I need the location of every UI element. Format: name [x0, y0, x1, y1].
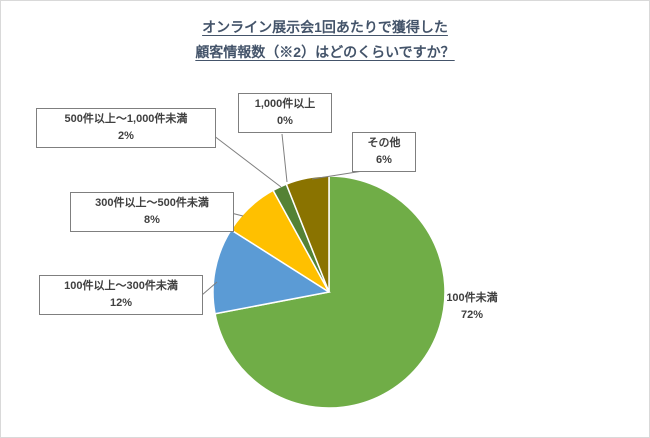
label-1000plus-name: 1,000件以上 — [254, 98, 316, 110]
label-1000plus: 1,000件以上 0% — [238, 93, 332, 133]
chart-title: オンライン展示会1回あたりで獲得した 顧客情報数（※2）はどのくらいですか？ — [1, 15, 649, 65]
leader-line-1000plus — [281, 133, 288, 183]
label-other: その他 6% — [352, 132, 416, 172]
label-100-300: 100件以上～300件未満 12% — [39, 275, 203, 315]
label-under-100-pct: 72% — [460, 309, 484, 321]
label-under-100: 100件未満 72% — [431, 288, 513, 326]
label-1000plus-pct: 0% — [277, 115, 293, 127]
label-100-300-pct: 12% — [109, 297, 133, 309]
label-500-1000-name: 500件以上～1,000件未満 — [64, 113, 188, 125]
label-500-1000-pct: 2% — [118, 130, 134, 142]
label-under-100-name: 100件未満 — [446, 292, 498, 304]
label-other-pct: 6% — [376, 154, 392, 166]
label-300-500-name: 300件以上～500件未満 — [95, 197, 209, 209]
label-100-300-name: 100件以上～300件未満 — [64, 280, 178, 292]
leader-line-500-1000 — [204, 128, 282, 188]
pie-slice-1 — [212, 228, 332, 315]
chart-title-line1: オンライン展示会1回あたりで獲得した — [202, 19, 448, 35]
pie-slices — [212, 175, 446, 409]
label-300-500: 300件以上～500件未満 8% — [70, 192, 234, 232]
label-other-name: その他 — [367, 137, 401, 149]
label-500-1000: 500件以上～1,000件未満 2% — [36, 108, 216, 148]
leader-line-other — [311, 170, 364, 180]
label-300-500-pct: 8% — [144, 214, 160, 226]
chart-title-line2: 顧客情報数（※2）はどのくらいですか？ — [195, 44, 455, 60]
leader-line-100-300 — [201, 281, 218, 296]
